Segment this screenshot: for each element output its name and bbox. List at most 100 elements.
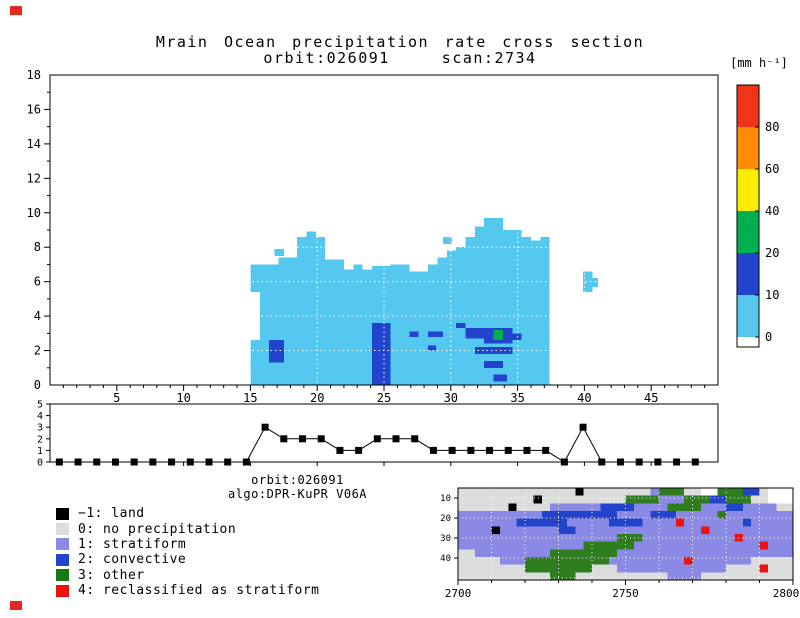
rain-type-marker	[467, 446, 475, 454]
map-cell	[474, 518, 484, 527]
map-cell	[726, 526, 735, 535]
map-cell	[709, 511, 719, 520]
map-cell	[625, 541, 635, 550]
map-cell	[675, 488, 685, 497]
rain-type-marker	[261, 423, 269, 431]
map-cell	[726, 557, 735, 566]
map-cell	[734, 495, 744, 504]
legend-item-stratiform: 1: stratiform	[56, 537, 319, 552]
map-cell	[776, 541, 786, 550]
map-cell	[625, 518, 635, 527]
map-cell	[659, 518, 668, 527]
map-cell	[726, 572, 735, 581]
x-tick-label: 20	[310, 391, 324, 405]
map-cell	[508, 534, 518, 543]
map-cell	[776, 495, 786, 504]
map-cell	[642, 511, 652, 520]
map-cell	[550, 557, 559, 566]
map-cell	[550, 526, 559, 535]
map-cell	[550, 541, 559, 550]
map-cell	[508, 541, 518, 550]
y-tick-label: 6	[34, 275, 41, 289]
map-y-tick-label: 40	[440, 554, 451, 564]
map-cell	[600, 511, 610, 520]
map-cell	[533, 495, 543, 504]
subtitle-orbit: orbit:026091	[263, 49, 390, 67]
map-cell	[508, 495, 518, 504]
map-cell	[684, 572, 693, 581]
map-cell	[717, 526, 727, 535]
map-cell	[566, 526, 576, 535]
rain-type-marker	[355, 446, 363, 454]
map-cell	[458, 518, 467, 527]
map-cell	[458, 495, 467, 504]
map-cell	[759, 541, 769, 550]
map-cell	[508, 511, 518, 520]
map-cell	[650, 495, 660, 504]
map-cell	[558, 541, 568, 550]
map-cell	[474, 511, 484, 520]
map-cell	[533, 526, 543, 535]
map-x-tick-label: 2800	[773, 587, 800, 600]
map-cell	[508, 557, 518, 566]
legend-label-other: 3: other	[78, 567, 145, 583]
map-cell	[508, 572, 518, 581]
precip-cell	[315, 236, 326, 385]
map-cell	[776, 503, 786, 512]
colorbar: 80 60 40 20 10 0	[736, 84, 779, 348]
map-cell	[491, 503, 501, 512]
map-cell	[525, 495, 534, 504]
map-cell	[499, 557, 509, 566]
map-cell	[709, 503, 719, 512]
map-cell	[592, 495, 601, 504]
map-cell	[466, 572, 476, 581]
colorbar-tick-label: 0	[765, 330, 772, 344]
precip-cell	[287, 257, 298, 385]
rain-type-marker	[149, 458, 157, 466]
map-cell	[642, 557, 652, 566]
map-cell	[784, 534, 794, 543]
map-cell	[483, 534, 492, 543]
map-cell	[575, 488, 585, 497]
precip-cell	[259, 264, 270, 385]
rain-type-marker	[486, 446, 494, 454]
map-cell	[759, 511, 769, 520]
map-cell	[550, 572, 559, 581]
map-cell	[734, 549, 744, 558]
map-cell	[566, 495, 576, 504]
map-cell	[474, 495, 484, 504]
map-cell	[667, 526, 677, 535]
profile-y-tick-label: 2	[37, 434, 43, 445]
map-x-tick-label: 2700	[445, 587, 472, 600]
precip-cell	[446, 250, 457, 385]
map-cell	[499, 503, 509, 512]
map-cell	[692, 549, 702, 558]
profile-y-tick-label: 0	[37, 458, 43, 469]
map-cell	[650, 534, 660, 543]
map-cell	[491, 511, 501, 520]
map-cell	[592, 541, 601, 550]
map-cell	[558, 557, 568, 566]
map-cell	[575, 549, 585, 558]
map-cell	[499, 541, 509, 550]
map-cell	[566, 534, 576, 543]
map-cell	[684, 534, 693, 543]
map-cell	[516, 503, 526, 512]
map-cell	[466, 495, 476, 504]
map-cell	[499, 488, 509, 497]
map-cell	[709, 534, 719, 543]
map-cell	[767, 564, 777, 573]
colorbar-tick-label: 40	[765, 204, 779, 218]
map-cell	[541, 495, 551, 504]
legend-swatch-convective	[56, 553, 69, 566]
map-cell	[592, 549, 601, 558]
map-cell	[776, 549, 786, 558]
map-cell	[709, 564, 719, 573]
map-cell	[684, 549, 693, 558]
map-cell	[516, 549, 526, 558]
map-cell	[617, 511, 626, 520]
map-cell	[784, 572, 794, 581]
map-cell	[742, 557, 752, 566]
